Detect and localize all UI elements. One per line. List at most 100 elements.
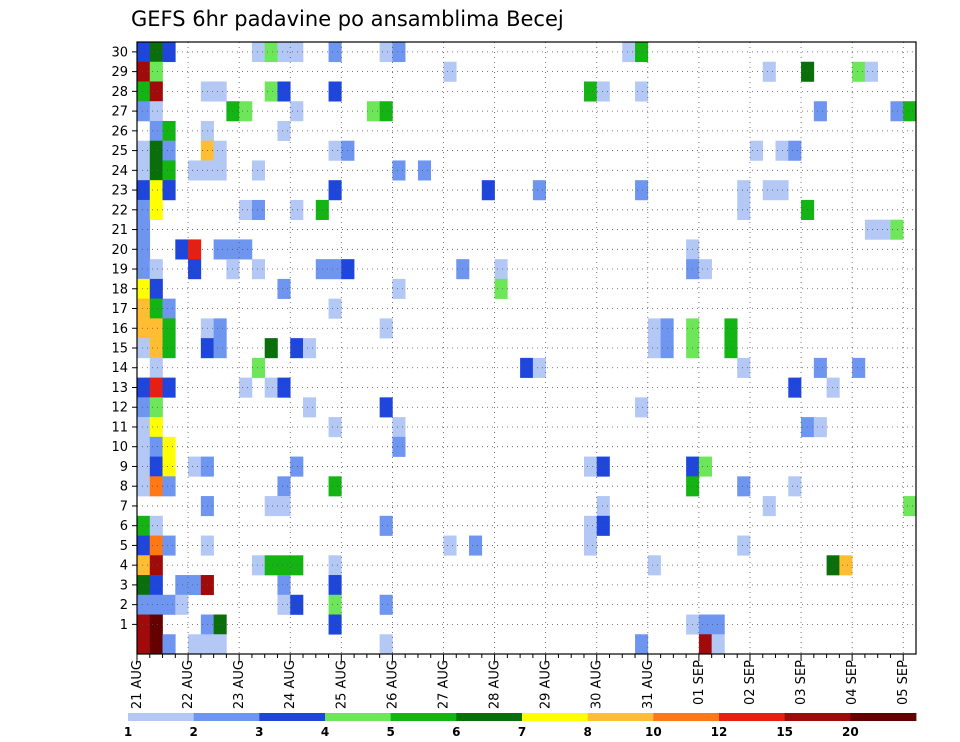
heatmap-cell <box>635 180 649 201</box>
heatmap-cell <box>328 81 342 102</box>
heatmap-cell <box>239 239 253 260</box>
heatmap-cell <box>149 397 163 418</box>
colorbar-swatch <box>456 713 523 721</box>
heatmap-cell <box>251 42 265 63</box>
heatmap-cell <box>239 377 253 398</box>
heatmap-cell <box>737 199 751 220</box>
heatmap-cell <box>737 180 751 201</box>
heatmap-cell <box>622 42 636 63</box>
y-tick-label: 19 <box>111 263 128 278</box>
y-tick-label: 1 <box>120 618 128 633</box>
y-tick-label: 18 <box>111 282 128 297</box>
heatmap-cell <box>162 594 176 615</box>
colorbar-swatch <box>390 713 457 721</box>
x-tick-label: 05 SEP <box>896 660 911 705</box>
heatmap-cell <box>839 555 853 576</box>
x-tick-label: 03 SEP <box>794 660 809 705</box>
heatmap-cell <box>149 160 163 181</box>
heatmap-cell <box>635 42 649 63</box>
heatmap-cell <box>583 81 598 102</box>
heatmap-cell <box>852 61 866 82</box>
colorbar-label: 3 <box>255 725 263 739</box>
heatmap-cell <box>149 140 163 161</box>
heatmap-cell <box>890 101 904 122</box>
heatmap-cell <box>903 101 917 122</box>
colorbar-swatch <box>719 713 786 721</box>
heatmap-cell <box>149 476 163 497</box>
heatmap-cell <box>137 614 151 635</box>
heatmap-cell <box>137 535 151 556</box>
heatmap-cell <box>137 575 151 596</box>
heatmap-cell <box>137 436 151 457</box>
heatmap-cell <box>188 634 202 655</box>
heatmap-cell <box>277 496 291 517</box>
x-axis-ticks: 21 AUG 22 AUG 23 AUG 24 AUG 25 AUG 26 AUG 27 A… <box>130 654 911 709</box>
heatmap-cell <box>788 377 802 398</box>
heatmap-cell <box>328 476 342 497</box>
heatmap-cell <box>149 101 163 122</box>
x-tick-label: 22 AUG <box>181 660 196 709</box>
heatmap-cell <box>826 555 840 576</box>
heatmap-cell <box>149 42 163 63</box>
colorbar-label: 20 <box>842 725 859 739</box>
heatmap-cell <box>698 259 712 280</box>
heatmap-cell <box>213 634 227 655</box>
heatmap-cell <box>213 160 227 181</box>
colorbar-swatch <box>325 713 392 721</box>
heatmap-cell <box>162 436 176 457</box>
heatmap-cell <box>647 555 661 576</box>
heatmap-cell <box>762 496 776 517</box>
heatmap-cell <box>239 199 253 220</box>
heatmap-cell <box>137 61 151 82</box>
y-tick-label: 23 <box>111 184 128 199</box>
heatmap-cell <box>149 594 163 615</box>
heatmap-cell <box>137 81 151 102</box>
heatmap-cell <box>596 515 610 536</box>
heatmap-cell <box>328 614 342 635</box>
colorbar-label: 6 <box>452 725 460 739</box>
heatmap-cell <box>303 397 317 418</box>
x-tick-label: 04 SEP <box>845 660 860 705</box>
heatmap-cell <box>149 278 163 299</box>
heatmap-cell <box>520 357 534 378</box>
x-tick-label: 27 AUG <box>436 660 451 709</box>
heatmap-cell <box>877 219 891 240</box>
x-tick-label: 01 SEP <box>692 660 707 705</box>
y-tick-label: 22 <box>111 203 128 218</box>
heatmap-cell <box>175 594 189 615</box>
colorbar-label: 4 <box>321 725 329 739</box>
y-tick-label: 20 <box>111 243 128 258</box>
heatmap-cell <box>813 417 827 438</box>
heatmap-cell <box>264 555 278 576</box>
heatmap-cell <box>213 239 227 260</box>
heatmap-cell <box>762 180 776 201</box>
heatmap-cell <box>149 120 163 142</box>
y-tick-label: 10 <box>111 440 128 455</box>
y-tick-label: 3 <box>120 578 128 593</box>
heatmap-cells <box>137 42 917 655</box>
heatmap-cell <box>137 140 151 161</box>
colorbar-label: 15 <box>776 725 793 739</box>
heatmap-cell <box>290 594 304 615</box>
heatmap-cell <box>162 298 176 319</box>
heatmap-cell <box>290 555 304 576</box>
heatmap-cell <box>903 496 917 517</box>
y-tick-label: 16 <box>111 322 128 337</box>
heatmap-cell <box>698 634 712 655</box>
y-tick-label: 17 <box>111 302 128 317</box>
heatmap-cell <box>698 456 712 477</box>
heatmap-cell <box>277 42 291 63</box>
heatmap-cell <box>149 417 163 438</box>
heatmap-cell <box>290 101 304 122</box>
x-tick-label: 28 AUG <box>488 660 503 709</box>
heatmap-cell <box>251 199 265 220</box>
heatmap-cell <box>737 476 751 497</box>
heatmap-cell <box>481 180 495 201</box>
heatmap-cell <box>328 594 342 615</box>
heatmap-cell <box>379 594 393 615</box>
heatmap-cell <box>251 555 265 576</box>
heatmap-cell <box>711 634 725 655</box>
heatmap-cell <box>175 239 189 260</box>
heatmap-cell <box>596 456 610 477</box>
